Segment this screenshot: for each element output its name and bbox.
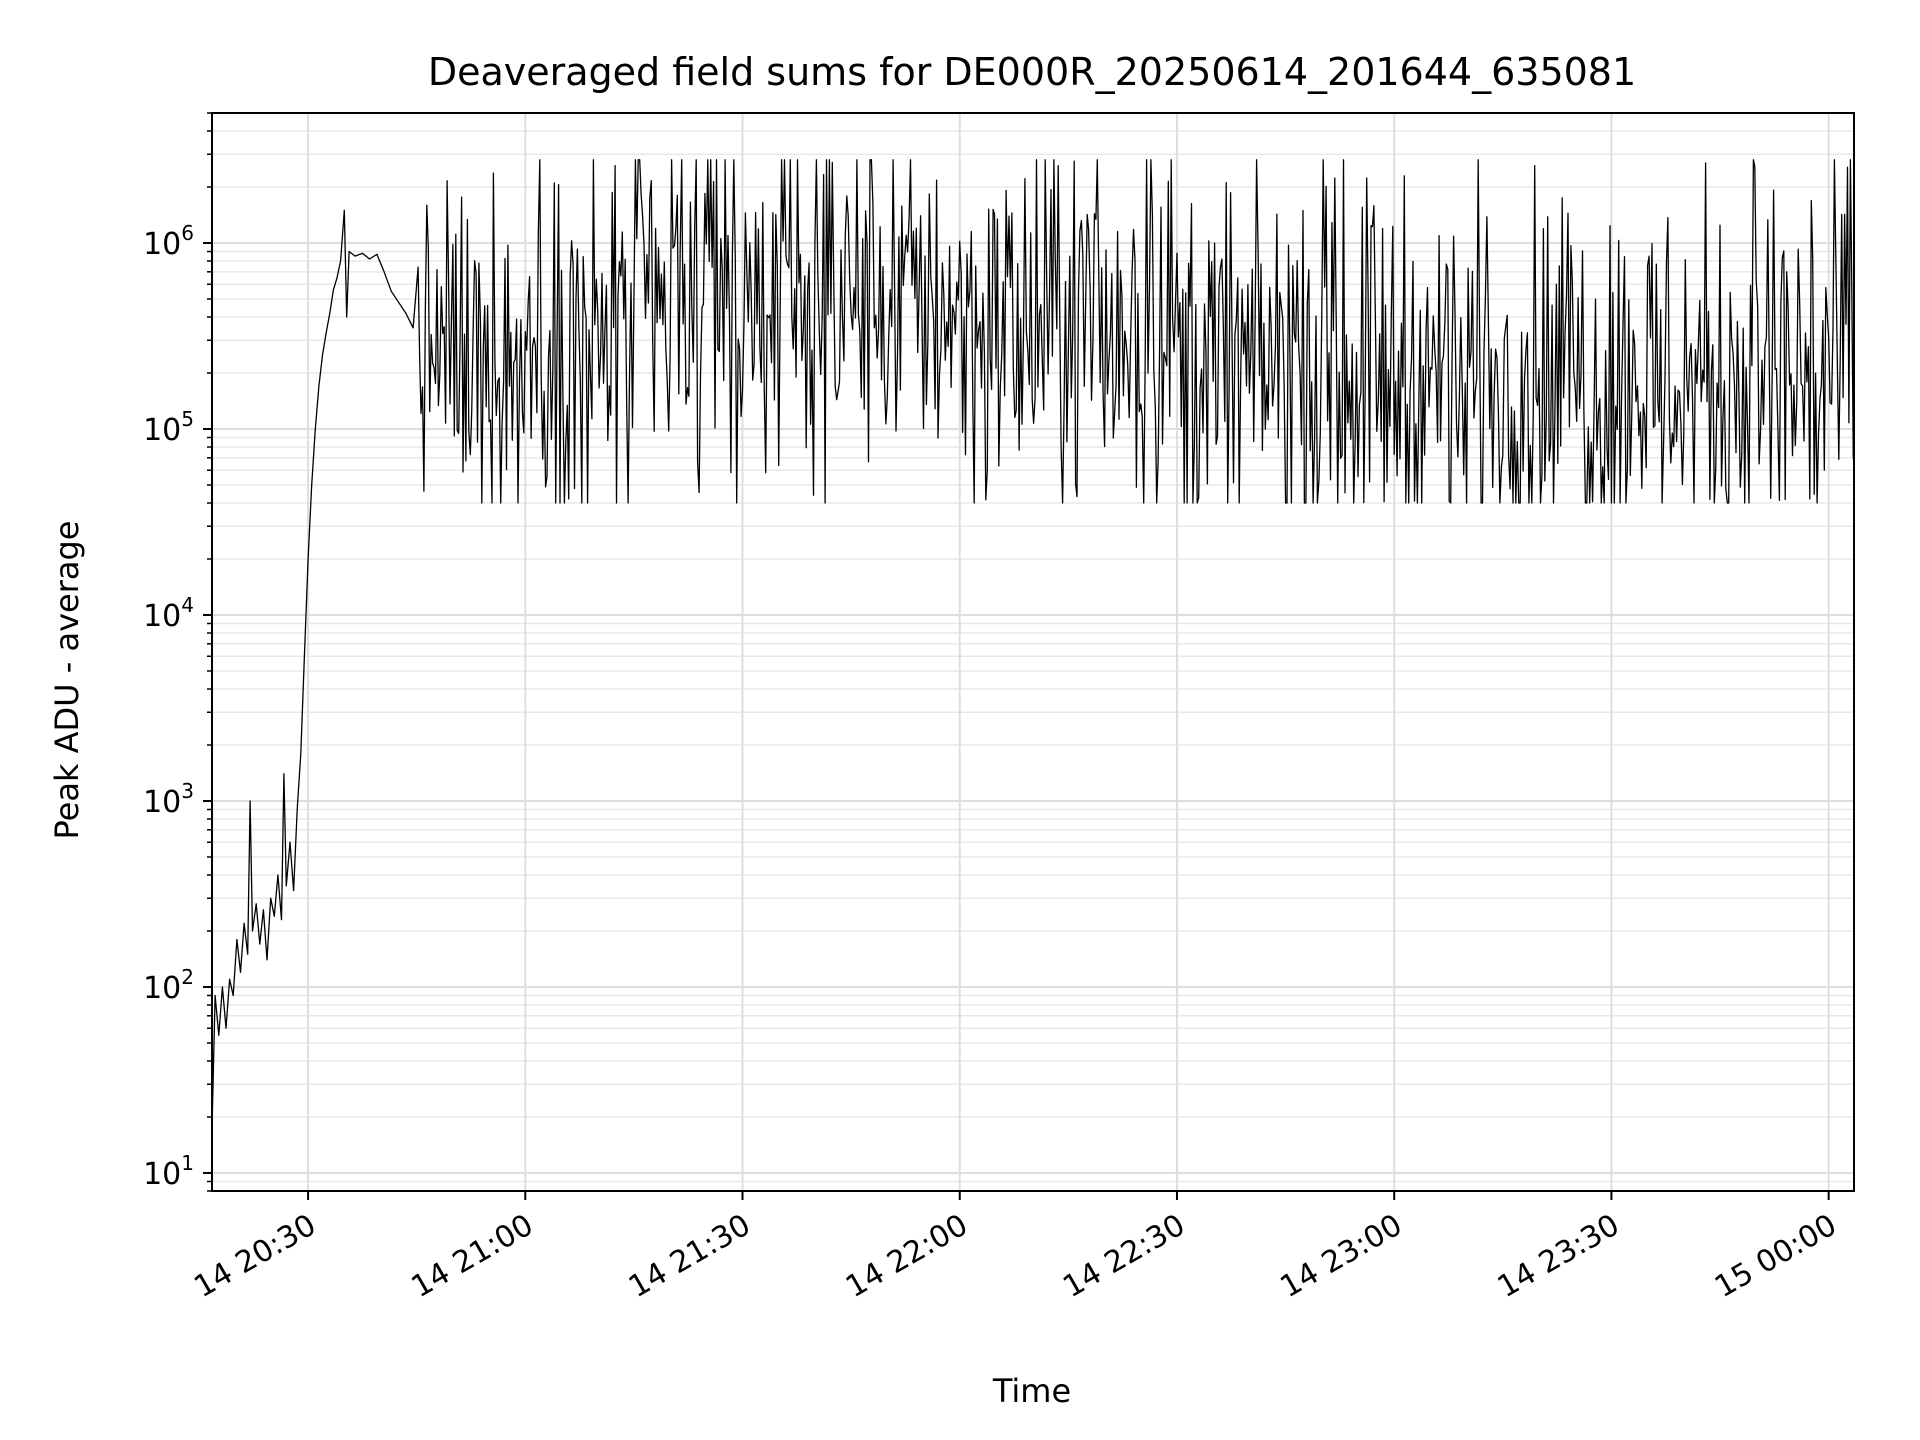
y-axis: 101 102 103 104 105 106	[143, 112, 212, 1192]
y-tick-label: 104	[143, 593, 194, 634]
x-axis-label: Time	[992, 1372, 1071, 1410]
chart-title: Deaveraged field sums for DE000R_2025061…	[428, 50, 1636, 94]
y-tick-label: 101	[143, 1151, 194, 1192]
grid	[212, 112, 1854, 1192]
y-tick-label: 105	[143, 407, 194, 448]
y-axis-label: Peak ADU - average	[48, 521, 86, 840]
plot-line-group	[211, 159, 1854, 1131]
plot-frame	[211, 112, 1855, 1192]
y-tick-label: 103	[143, 779, 194, 820]
y-tick-label: 102	[143, 965, 194, 1006]
series-line	[211, 159, 1854, 1131]
y-tick-label: 106	[143, 221, 194, 262]
